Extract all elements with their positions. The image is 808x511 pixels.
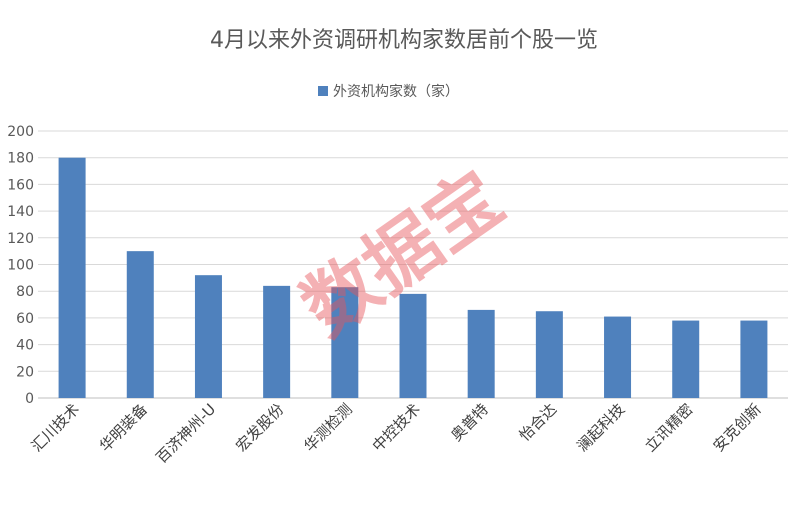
bar [263,285,291,398]
y-tick-label: 160 [7,177,34,193]
bar [399,293,427,398]
y-tick-label: 200 [7,124,34,140]
x-category-label: 怡合达 [516,400,561,445]
x-category-label: 中控技术 [369,400,424,455]
x-category-label: 汇川技术 [28,400,83,455]
y-tick-label: 60 [16,311,34,327]
x-category-label: 华明装备 [96,400,151,455]
legend-swatch [318,86,328,96]
y-tick-label: 80 [16,284,34,300]
bar [58,157,86,398]
bar [535,311,563,398]
y-tick-label: 40 [16,338,34,354]
bars [58,157,768,398]
y-tick-label: 0 [25,391,34,407]
bar [194,275,222,398]
y-tick-label: 140 [7,204,34,220]
bar [331,287,359,398]
y-tick-label: 180 [7,151,34,167]
gridlines [38,130,788,399]
bar [467,309,495,398]
x-category-label: 安克创新 [710,400,765,455]
bar [604,316,632,398]
x-category-label: 百济神州-U [153,400,220,467]
bar [126,251,154,398]
y-tick-label: 120 [7,231,34,247]
x-axis-categories: 汇川技术 华明装备 百济神州-U 宏发股份 华测检测 中控技术 奥普特 怡合达 澜起科技 立讯精密… [28,400,765,467]
bar [740,320,768,398]
x-category-label: 华测检测 [300,400,355,455]
legend: 外资机构家数（家） [318,83,459,100]
x-category-label: 宏发股份 [232,400,287,455]
x-category-label: 奥普特 [447,400,492,445]
y-tick-label: 100 [7,258,34,274]
bar [672,320,700,398]
y-tick-label: 20 [16,364,34,380]
x-category-label: 澜起科技 [573,400,628,455]
legend-label: 外资机构家数（家） [333,83,459,100]
y-axis-ticks: 0 20 40 60 80 100 120 140 160 180 200 [7,124,34,407]
chart-title: 4月以来外资调研机构家数居前个股一览 [210,28,598,53]
x-category-label: 立讯精密 [641,400,696,455]
